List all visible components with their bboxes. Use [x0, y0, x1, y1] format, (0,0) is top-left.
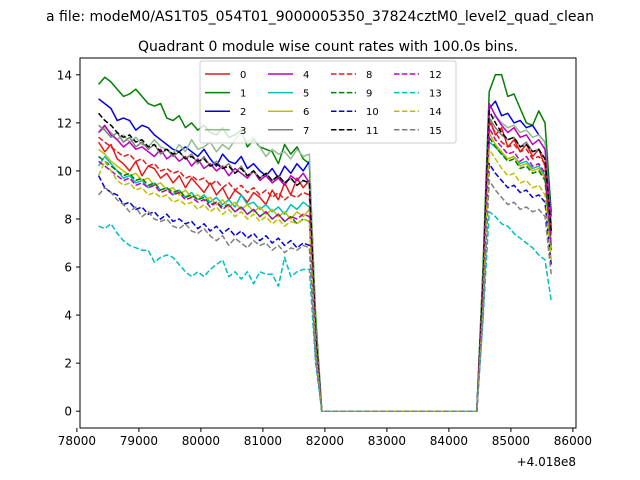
x-tick-label: 80000 — [182, 434, 220, 448]
legend-box — [199, 60, 457, 144]
series-line-15 — [98, 179, 552, 412]
legend-label-15: 15 — [429, 126, 442, 137]
x-tick-label: 86000 — [554, 434, 592, 448]
legend-label-11: 11 — [366, 126, 379, 137]
legend-label-10: 10 — [366, 107, 379, 118]
x-tick-label: 79000 — [120, 434, 158, 448]
legend-label-6: 6 — [303, 107, 309, 118]
series-line-11 — [98, 110, 552, 412]
legend-label-5: 5 — [303, 89, 309, 100]
series-line-2 — [98, 98, 552, 412]
series-line-8 — [98, 122, 552, 412]
x-tick-label: 82000 — [306, 434, 344, 448]
series-line-6 — [98, 131, 552, 412]
y-tick-label: 8 — [64, 212, 72, 226]
legend-label-2: 2 — [240, 107, 246, 118]
axes-frame — [79, 57, 577, 429]
y-tick-label: 0 — [64, 405, 72, 419]
y-tick-label: 4 — [64, 309, 72, 323]
y-tick-label: 6 — [64, 261, 72, 275]
legend-label-1: 1 — [240, 89, 246, 100]
figure-suptitle: a file: modeM0/AS1T05_054T01_9000005350_… — [46, 9, 594, 25]
x-tick-label: 85000 — [492, 434, 530, 448]
legend-label-4: 4 — [303, 70, 309, 81]
y-axis: 0 2 4 6 8 10 12 14 — [57, 68, 80, 419]
x-tick-label: 78000 — [58, 434, 96, 448]
legend-label-0: 0 — [240, 70, 246, 81]
y-tick-label: 10 — [57, 164, 72, 178]
legend-label-8: 8 — [366, 70, 372, 81]
legend-label-9: 9 — [366, 89, 372, 100]
x-tick-label: 81000 — [244, 434, 282, 448]
x-offset-text: +4.018e8 — [517, 455, 576, 469]
y-tick-label: 12 — [57, 116, 72, 130]
legend-label-12: 12 — [429, 70, 442, 81]
y-tick-label: 2 — [64, 357, 72, 371]
legend-label-13: 13 — [429, 89, 442, 100]
plot-area: 78000 79000 80000 81000 82000 83000 84000 85000… — [57, 57, 592, 448]
x-tick-label: 84000 — [430, 434, 468, 448]
series-line-13 — [98, 211, 552, 412]
chart-title: Quadrant 0 module wise count rates with … — [138, 39, 518, 55]
legend-label-14: 14 — [429, 107, 442, 118]
y-tick-label: 14 — [57, 68, 72, 82]
legend-label-3: 3 — [240, 126, 246, 137]
series-layer — [97, 74, 552, 412]
legend-label-7: 7 — [303, 126, 309, 137]
series-line-9 — [98, 136, 552, 412]
x-tick-label: 83000 — [368, 434, 406, 448]
x-axis: 78000 79000 80000 81000 82000 83000 84000 85000… — [58, 428, 592, 448]
series-line-14 — [97, 148, 552, 412]
series-line-12 — [98, 126, 552, 412]
